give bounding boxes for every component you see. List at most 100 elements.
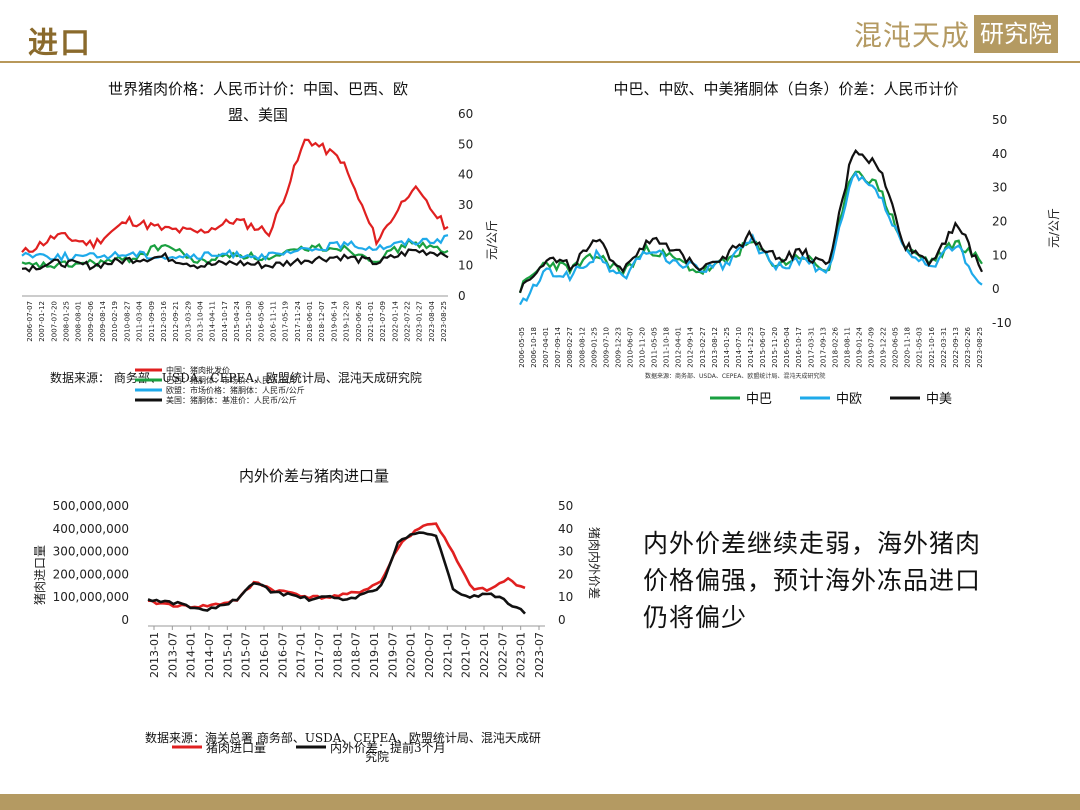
chart1-xtick: 2010-08-27 bbox=[123, 301, 131, 342]
chart2-xtick: 2011-10-18 bbox=[663, 327, 671, 368]
chart3-ytick-right: 20 bbox=[558, 567, 573, 581]
chart1-xtick: 2014-10-17 bbox=[221, 301, 229, 342]
chart2-xtick: 2013-02-27 bbox=[699, 327, 707, 368]
chart1-legend-label: 巴西：猪胴体：市场价：人民币/公斤 bbox=[166, 375, 297, 385]
chart3-title: 内外价差与猪肉进口量 bbox=[239, 467, 389, 485]
chart2-xtick: 2019-07-09 bbox=[868, 327, 876, 368]
chart2-xtick: 2008-02-27 bbox=[566, 327, 574, 368]
chart2-xtick: 2015-11-20 bbox=[771, 327, 779, 368]
chart1-xtick: 2021-07-09 bbox=[379, 301, 387, 342]
chart2-xtick: 2020-06-05 bbox=[892, 327, 900, 368]
chart1-xtick: 2017-11-24 bbox=[294, 300, 302, 341]
chart2-xtick: 2007-09-14 bbox=[554, 326, 562, 367]
chart2-xtick: 2019-12-22 bbox=[880, 327, 888, 368]
chart2-xtick: 2012-09-14 bbox=[687, 326, 695, 367]
chart2-legend-label: 中欧 bbox=[836, 392, 862, 407]
chart2-xtick: 2018-08-11 bbox=[843, 327, 851, 368]
chart3-xtick: 2013-07 bbox=[166, 632, 179, 678]
chart1-ytick: 30 bbox=[458, 198, 473, 212]
chart3-legend-label: 猪肉进口量 bbox=[206, 741, 266, 755]
chart3-ytick-right: 50 bbox=[558, 499, 573, 513]
chart1-xtick: 2023-08-25 bbox=[440, 301, 448, 342]
chart1-title-line2: 盟、美国 bbox=[228, 106, 288, 124]
chart2-ytick: 10 bbox=[992, 248, 1007, 262]
chart1-xtick: 2008-08-01 bbox=[75, 301, 83, 342]
chart1-xtick: 2012-03-16 bbox=[160, 300, 168, 341]
chart2-legend-label: 中美 bbox=[926, 392, 952, 407]
chart3-ytick-right: 40 bbox=[558, 522, 573, 536]
chart2-ytick: 50 bbox=[992, 113, 1007, 127]
chart3-ylabel-left: 猪肉进口量 bbox=[33, 545, 47, 605]
chart2-xtick: 2023-08-25 bbox=[976, 327, 984, 368]
chart2-xtick: 2021-05-03 bbox=[916, 327, 924, 368]
chart2-source: 数据来源：商务部、USDA、CEPEA、欧盟统计局、混沌天成研究院 bbox=[645, 372, 825, 380]
carcass-price-spread-chart: 中巴、中欧、中美猪胴体（白条）价差：人民币计价 -10 0 10 20 30 40 50 20… bbox=[518, 80, 1061, 407]
chart1-ytick: 20 bbox=[458, 228, 473, 242]
chart3-source-line1: 数据来源：海关总署 商务部、USDA、CEPEA、欧盟统计局、混沌天成研 bbox=[145, 730, 541, 745]
chart2-xtick: 2011-05-05 bbox=[651, 327, 659, 368]
chart2-ytick: 0 bbox=[992, 282, 1000, 296]
chart2-xtick: 2006-05-05 bbox=[518, 327, 526, 368]
chart3-xtick: 2022-01 bbox=[478, 632, 491, 678]
chart1-ytick: 40 bbox=[458, 168, 473, 182]
chart1-xtick: 2010-02-19 bbox=[111, 301, 119, 342]
chart1-ylabel: 元/公斤 bbox=[485, 220, 499, 260]
chart3-xtick: 2019-07 bbox=[386, 632, 399, 678]
chart3-ytick-right: 30 bbox=[558, 545, 573, 559]
chart1-xtick: 2013-03-29 bbox=[184, 301, 192, 342]
chart1-xtick: 2020-06-26 bbox=[355, 300, 363, 341]
chart1-title-line1: 世界猪肉价格：人民币计价：中国、巴西、欧 bbox=[108, 80, 408, 98]
chart1-xtick: 2022-01-14 bbox=[391, 300, 399, 341]
chart1-xtick: 2009-08-14 bbox=[99, 300, 107, 341]
header-divider bbox=[0, 61, 1080, 63]
chart3-ytick-left: 200,000,000 bbox=[53, 567, 129, 581]
chart2-xtick: 2013-08-12 bbox=[711, 327, 719, 368]
chart3-ytick-right: 10 bbox=[558, 590, 573, 604]
chart1-xtick: 2019-06-14 bbox=[330, 300, 338, 341]
chart2-title: 中巴、中欧、中美猪胴体（白条）价差：人民币计价 bbox=[613, 80, 958, 98]
chart3-source-line2: 究院 bbox=[365, 749, 389, 764]
chart2-xtick: 2022-09-13 bbox=[952, 327, 960, 368]
chart2-xtick: 2010-11-20 bbox=[639, 327, 647, 368]
chart3-ytick-left: 300,000,000 bbox=[53, 545, 129, 559]
chart3-ytick-right: 0 bbox=[558, 613, 566, 627]
chart2-xtick: 2014-12-23 bbox=[747, 327, 755, 368]
chart2-xtick: 2009-12-23 bbox=[614, 327, 622, 368]
chart3-xtick: 2016-07 bbox=[276, 632, 289, 678]
chart3-ylabel-right: 猪肉内外价差 bbox=[587, 527, 601, 599]
chart1-series-line bbox=[21, 138, 449, 253]
chart2-xtick: 2019-01-24 bbox=[855, 326, 863, 367]
chart3-series-line bbox=[147, 531, 526, 615]
chart2-ytick: -10 bbox=[992, 316, 1012, 330]
chart1-xtick: 2007-07-20 bbox=[50, 301, 58, 342]
chart2-xtick: 2006-10-18 bbox=[530, 327, 538, 368]
chart3-legend-label: 内外价差：提前3个月 bbox=[330, 740, 446, 755]
chart1-xtick: 2016-11-11 bbox=[270, 301, 278, 342]
logo-box: 研究院 bbox=[974, 15, 1058, 53]
chart3-xtick: 2018-07 bbox=[350, 632, 363, 678]
chart1-xtick: 2023-01-27 bbox=[416, 301, 424, 342]
chart3-ytick-left: 400,000,000 bbox=[53, 522, 129, 536]
chart2-xtick: 2023-02-26 bbox=[964, 326, 972, 367]
chart3-xtick: 2023-01 bbox=[515, 632, 528, 678]
chart1-legend-label: 欧盟：市场价格：猪胴体：人民币/公斤 bbox=[166, 385, 305, 395]
chart1-xtick: 2009-02-06 bbox=[87, 300, 95, 341]
chart2-xtick: 2020-11-18 bbox=[904, 327, 912, 368]
chart2-xtick: 2018-02-26 bbox=[831, 326, 839, 367]
chart1-xtick: 2011-09-09 bbox=[148, 301, 156, 342]
chart1-xtick: 2007-01-12 bbox=[38, 301, 46, 342]
chart2-xtick: 2007-04-01 bbox=[542, 327, 550, 368]
chart3-xtick: 2023-07 bbox=[533, 632, 546, 678]
chart3-xtick: 2020-01 bbox=[405, 632, 418, 678]
chart3-xtick: 2015-01 bbox=[221, 632, 234, 678]
chart1-ytick: 0 bbox=[458, 289, 466, 303]
chart3-xtick: 2020-07 bbox=[423, 632, 436, 678]
chart2-xtick: 2014-01-25 bbox=[723, 327, 731, 368]
chart2-xtick: 2009-01-25 bbox=[590, 327, 598, 368]
chart1-xtick: 2019-12-20 bbox=[343, 301, 351, 342]
chart1-ytick: 10 bbox=[458, 259, 473, 273]
chart2-ytick: 40 bbox=[992, 147, 1007, 161]
chart2-ytick: 30 bbox=[992, 181, 1007, 195]
chart3-xtick: 2017-07 bbox=[313, 632, 326, 678]
chart1-xtick: 2013-10-04 bbox=[196, 300, 204, 341]
